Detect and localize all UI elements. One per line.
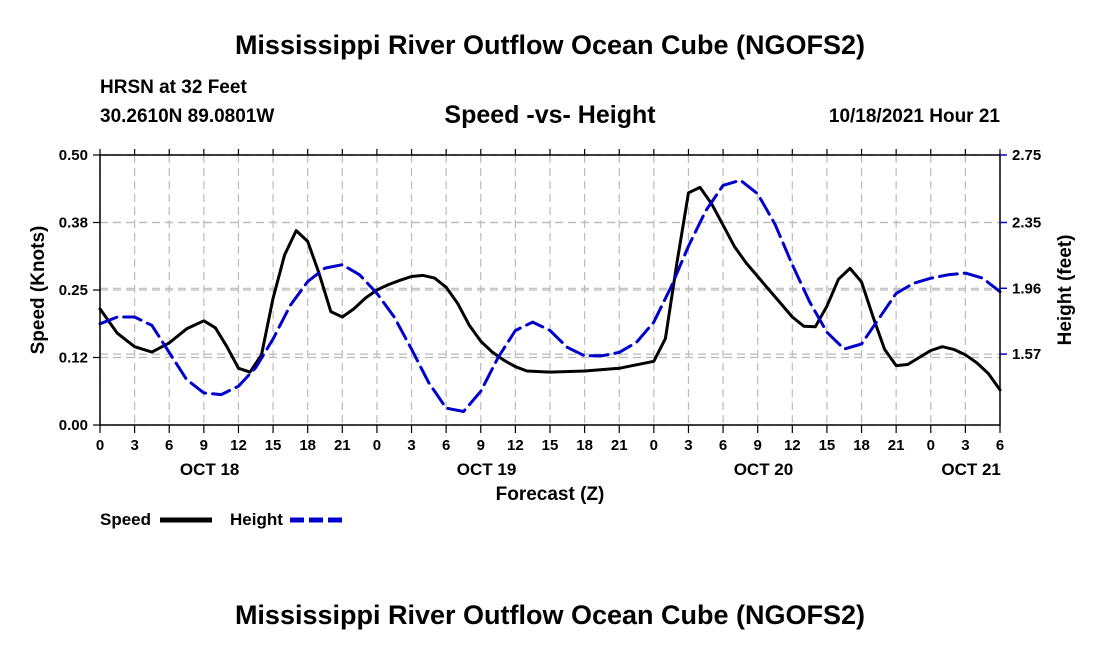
y-tick-label: 0.38	[59, 215, 88, 232]
legend-height-label: Height	[230, 510, 283, 529]
x-date-label: OCT 19	[457, 460, 517, 479]
y-tick-label: 0.00	[59, 417, 88, 434]
x-tick-label: 0	[96, 437, 104, 454]
x-tick-label: 0	[373, 437, 381, 454]
x-tick-label: 21	[611, 437, 628, 454]
x-tick-label: 12	[230, 437, 247, 454]
x-tick-label: 12	[784, 437, 801, 454]
x-tick-label: 6	[442, 437, 450, 454]
x-date-label: OCT 20	[734, 460, 794, 479]
y-tick-label: 0.25	[59, 282, 88, 299]
axis-layer: 0 3 6 9 12 15 18 21 0 3 6 9 12 15 18 21 0 3 6 9 12 15 18 21 0 3 6O…	[59, 147, 1041, 479]
x-tick-label: 12	[507, 437, 524, 454]
legend-speed-label: Speed	[100, 510, 151, 529]
speed-series-line	[98, 185, 1002, 392]
chart-subtitle: Speed -vs- Height	[444, 101, 656, 129]
x-tick-label: 3	[684, 437, 692, 454]
y2-tick-label: 2.75	[1012, 147, 1041, 164]
legend: Speed Height	[100, 510, 342, 529]
y-axis-title: Speed (Knots)	[28, 226, 49, 355]
x-tick-label: 6	[996, 437, 1004, 454]
x-tick-label: 18	[299, 437, 316, 454]
y2-axis-title: Height (feet)	[1055, 235, 1076, 346]
forecast-datetime: 10/18/2021 Hour 21	[828, 106, 1000, 127]
y-tick-label: 0.12	[59, 350, 88, 367]
x-tick-label: 9	[754, 437, 762, 454]
x-tick-label: 21	[888, 437, 905, 454]
x-tick-label: 6	[719, 437, 727, 454]
x-tick-label: 18	[853, 437, 870, 454]
x-date-label: OCT 18	[180, 460, 240, 479]
speed-height-chart: 0 3 6 9 12 15 18 21 0 3 6 9 12 15 18 21 0 3 6 9 12 15 18 21 0 3 6O…	[28, 147, 1076, 529]
station-coordinates: 30.2610N 89.0801W	[100, 106, 275, 127]
station-label: HRSN at 32 Feet	[100, 77, 247, 98]
y2-tick-label: 1.96	[1012, 280, 1041, 297]
x-tick-label: 3	[130, 437, 138, 454]
x-tick-label: 3	[961, 437, 969, 454]
x-tick-label: 6	[165, 437, 173, 454]
x-tick-label: 0	[650, 437, 658, 454]
x-tick-label: 3	[407, 437, 415, 454]
x-date-label: OCT 21	[941, 460, 1001, 479]
x-tick-label: 21	[334, 437, 351, 454]
x-tick-label: 9	[200, 437, 208, 454]
x-axis-title: Forecast (Z)	[496, 484, 605, 505]
x-tick-label: 9	[477, 437, 485, 454]
main-title: Mississippi River Outflow Ocean Cube (NG…	[234, 30, 866, 60]
height-series-line	[98, 178, 1002, 413]
x-tick-label: 15	[819, 437, 836, 454]
footer-title: Mississippi River Outflow Ocean Cube (NG…	[234, 600, 866, 630]
x-tick-label: 15	[265, 437, 282, 454]
x-tick-label: 0	[927, 437, 935, 454]
x-tick-label: 15	[542, 437, 559, 454]
y2-tick-label: 1.57	[1012, 346, 1041, 363]
y-tick-label: 0.50	[59, 147, 88, 164]
x-tick-label: 18	[576, 437, 593, 454]
y2-tick-label: 2.35	[1012, 215, 1041, 232]
series-layer	[98, 178, 1002, 413]
